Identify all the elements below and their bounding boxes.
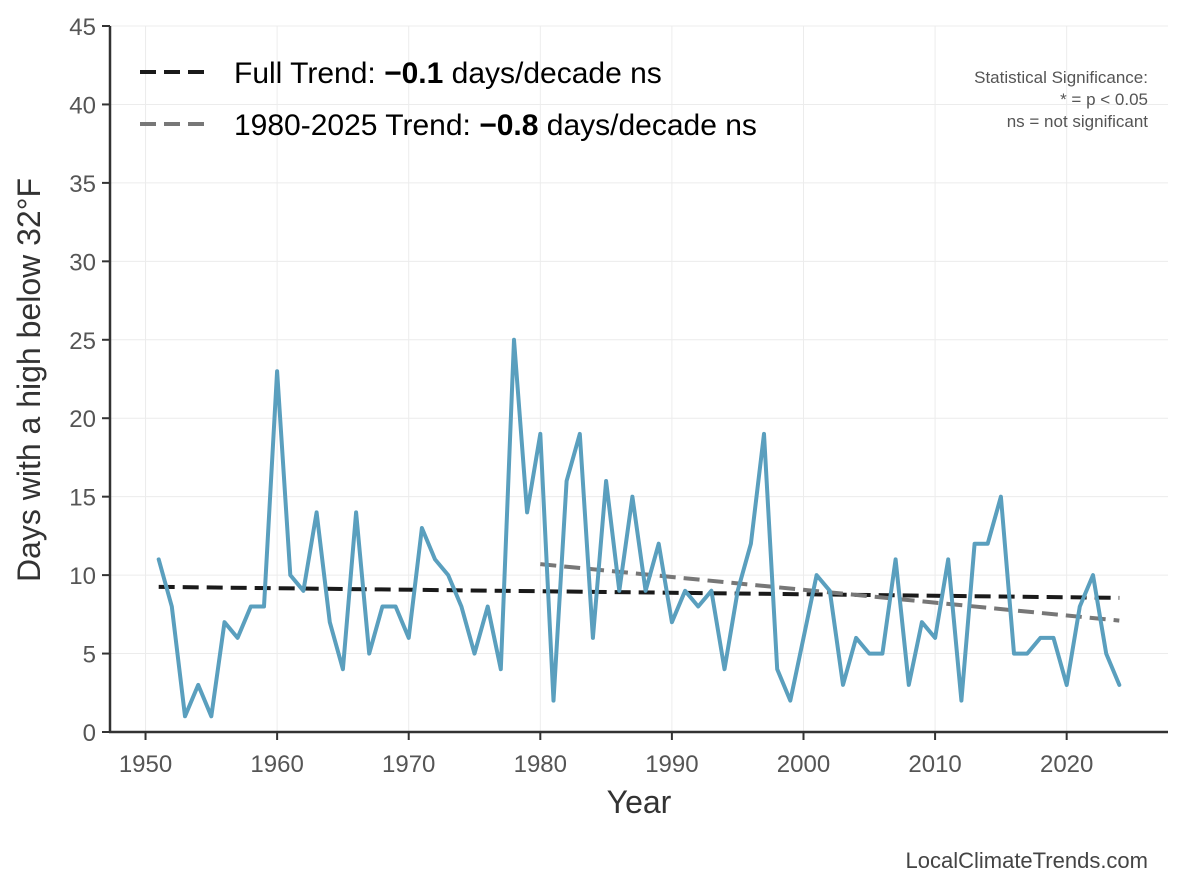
x-axis-ticks: 1950 1960 1970 1980 1990 2000 2010 2020 <box>119 732 1093 778</box>
x-tick-label: 2020 <box>1040 751 1093 778</box>
x-tick-label: 1980 <box>514 751 567 778</box>
legend-label-full-trend: Full Trend: −0.1 days/decade ns <box>234 57 662 90</box>
legend-prefix: 1980-2025 Trend: <box>234 109 479 142</box>
grid-lines <box>110 25 1168 733</box>
y-tick-label: 15 <box>69 485 96 512</box>
y-tick-label: 45 <box>69 14 96 41</box>
legend: Full Trend: −0.1 days/decade ns 1980-202… <box>140 57 757 142</box>
x-tick-label: 1970 <box>382 751 435 778</box>
x-tick-label: 1990 <box>645 751 698 778</box>
credit-text: LocalClimateTrends.com <box>906 848 1149 873</box>
y-axis-ticks: 0 5 10 15 20 25 30 35 40 45 <box>69 14 110 747</box>
y-tick-label: 10 <box>69 563 96 590</box>
x-tick-label: 2010 <box>908 751 961 778</box>
x-tick-label: 1960 <box>250 751 303 778</box>
series-lines <box>156 337 1122 719</box>
x-axis-title: Year <box>607 784 672 820</box>
x-tick-label: 2000 <box>777 751 830 778</box>
significance-title: Statistical Significance: <box>974 68 1148 87</box>
legend-label-recent-trend: 1980-2025 Trend: −0.8 days/decade ns <box>234 109 757 142</box>
y-tick-label: 30 <box>69 249 96 276</box>
axes <box>108 26 1168 734</box>
y-axis-title: Days with a high below 32°F <box>11 178 47 582</box>
y-tick-label: 5 <box>83 642 96 669</box>
legend-slope: −0.8 <box>479 109 538 142</box>
significance-line-2: ns = not significant <box>1007 112 1149 131</box>
series-line <box>156 337 1122 719</box>
legend-suffix: days/decade ns <box>538 109 756 142</box>
y-tick-label: 40 <box>69 92 96 119</box>
significance-note: Statistical Significance: * = p < 0.05 n… <box>974 68 1148 131</box>
x-tick-label: 1950 <box>119 751 172 778</box>
trend-line-full <box>158 584 1120 600</box>
y-tick-label: 20 <box>69 406 96 433</box>
y-tick-label: 0 <box>83 720 96 747</box>
significance-line-1: * = p < 0.05 <box>1060 90 1148 109</box>
legend-prefix: Full Trend: <box>234 57 384 90</box>
y-tick-label: 25 <box>69 328 96 355</box>
legend-slope: −0.1 <box>384 57 443 90</box>
legend-suffix: days/decade ns <box>443 57 661 90</box>
y-tick-label: 35 <box>69 171 96 198</box>
